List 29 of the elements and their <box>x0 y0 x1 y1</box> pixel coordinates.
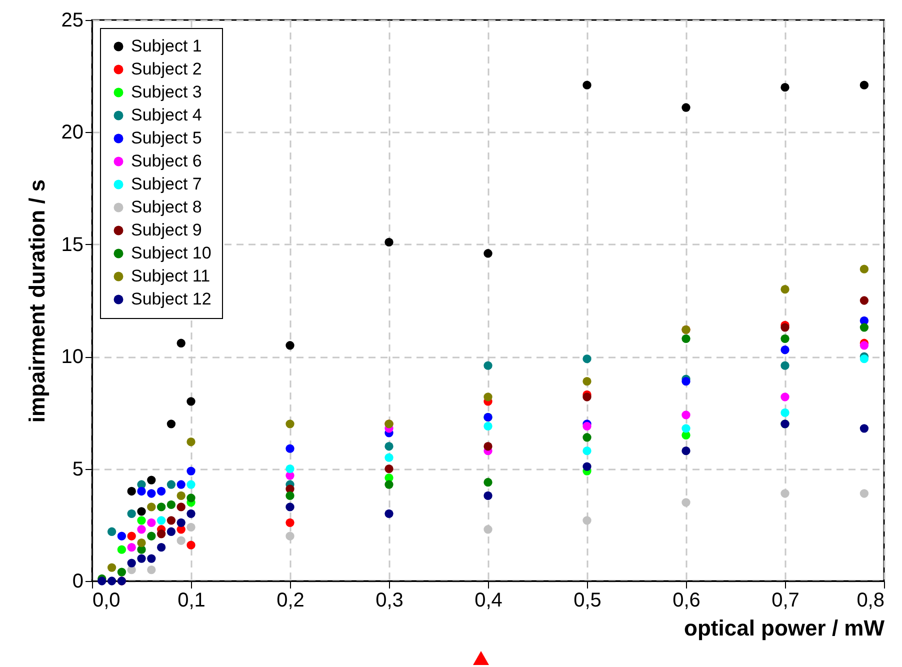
x-tick-label: 0,1 <box>178 590 206 612</box>
x-tick-label: 0,8 <box>856 590 884 612</box>
legend-label: Subject 7 <box>131 174 202 194</box>
legend-label: Subject 9 <box>131 220 202 240</box>
legend-label: Subject 12 <box>131 290 212 308</box>
y-tick-label: 5 <box>72 458 84 480</box>
y-axis-title: impairment duration / s <box>24 179 50 423</box>
legend-label: Subject 2 <box>131 60 202 78</box>
x-tick-label: 0,3 <box>376 590 404 612</box>
x-tick-label: 0,6 <box>672 590 700 612</box>
legend-label: Subject 3 <box>131 82 202 102</box>
x-tick-label: 0,7 <box>772 590 800 612</box>
x-tick-label: 0,2 <box>276 590 304 612</box>
y-tick-label: 10 <box>61 346 84 368</box>
legend-label: Subject 1 <box>131 36 202 56</box>
y-tick-label: 20 <box>61 122 84 144</box>
x-axis-title: optical power / mW <box>684 616 885 640</box>
legend-label: Subject 5 <box>131 128 202 148</box>
x-tick-label: 0,5 <box>574 590 602 612</box>
legend-label: Subject 6 <box>131 152 202 170</box>
y-tick-label: 0 <box>72 570 84 592</box>
legend-label: Subject 11 <box>131 266 210 286</box>
x-tick-label: 0,0 <box>92 590 120 612</box>
y-tick-label: 25 <box>61 10 84 32</box>
legend-label: Subject 4 <box>131 106 202 124</box>
legend-label: Subject 10 <box>131 244 212 262</box>
legend-label: Subject 8 <box>131 198 202 216</box>
y-tick-label: 15 <box>61 234 84 256</box>
x-tick-label: 0,4 <box>474 590 502 612</box>
